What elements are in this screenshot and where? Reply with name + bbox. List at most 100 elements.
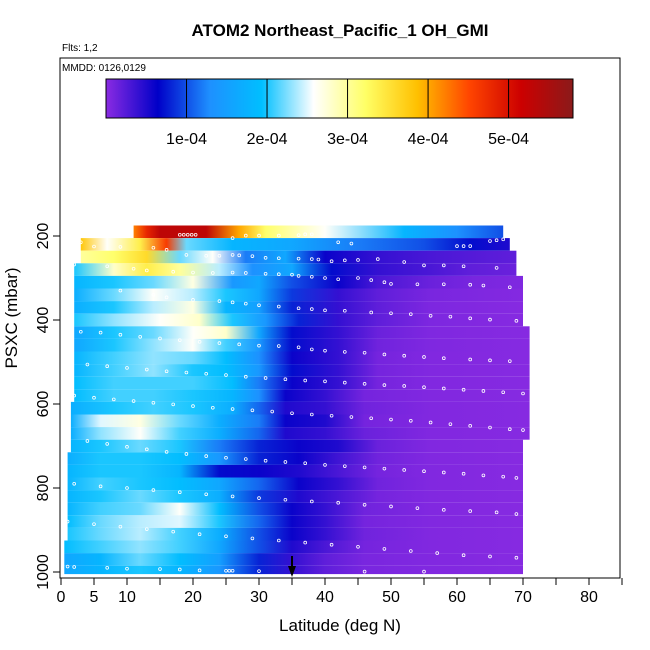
data-point	[125, 486, 129, 490]
data-point	[362, 382, 367, 386]
data-point	[507, 427, 512, 432]
data-point	[105, 442, 109, 446]
data-point	[197, 568, 202, 573]
data-point	[448, 314, 453, 319]
x-tick-label: 80	[580, 589, 598, 606]
data-point	[197, 340, 202, 344]
heatmap-row	[67, 452, 523, 465]
data-point	[481, 473, 486, 478]
data-point	[369, 416, 374, 421]
data-point	[118, 332, 123, 337]
data-point	[514, 476, 519, 480]
heatmap-row	[74, 275, 523, 289]
data-point	[468, 244, 473, 248]
data-point	[181, 232, 186, 237]
data-point	[105, 364, 109, 369]
data-point	[316, 257, 321, 262]
data-point	[230, 407, 235, 411]
x-axis: 0 5 10 20 30 40 50 60 70 80	[57, 578, 623, 606]
data-point	[514, 319, 519, 323]
heatmap-row	[67, 477, 523, 491]
x-tick-label: 70	[514, 589, 532, 606]
data-point	[257, 569, 261, 573]
data-point	[309, 307, 314, 311]
data-point	[342, 464, 347, 468]
data-point	[296, 256, 301, 261]
data-point	[362, 569, 367, 574]
heatmap-row	[70, 401, 530, 415]
data-point	[230, 236, 235, 240]
data-point	[448, 422, 453, 426]
data-point	[389, 417, 393, 422]
data-point	[422, 355, 426, 359]
data-point	[382, 466, 387, 471]
heatmap-row	[70, 427, 530, 440]
data-point	[342, 258, 347, 263]
data-point	[131, 266, 136, 271]
data-point	[323, 348, 327, 353]
data-point	[276, 272, 281, 277]
heatmap-row	[64, 553, 524, 566]
data-point	[191, 404, 195, 408]
heatmap-row	[133, 225, 504, 239]
data-point	[323, 463, 327, 467]
data-point	[336, 240, 341, 245]
data-point	[72, 481, 76, 486]
x-tick-label: 30	[250, 589, 268, 606]
data-point	[382, 383, 387, 387]
heatmap-row	[70, 414, 530, 428]
data-point	[270, 409, 275, 414]
data-point	[276, 344, 281, 348]
data-point	[191, 298, 195, 302]
data-point	[151, 488, 156, 492]
data-point	[501, 474, 506, 479]
heatmap-row	[74, 364, 530, 377]
data-point	[244, 271, 248, 275]
data-point	[263, 376, 268, 380]
data-point	[72, 262, 76, 267]
data-point	[356, 544, 360, 549]
y-axis: 200 400 600 800 1000	[35, 223, 60, 590]
heatmap-row	[74, 313, 523, 327]
data-point	[296, 274, 301, 278]
heatmap-row	[64, 540, 524, 554]
data-point	[65, 327, 70, 332]
data-point	[507, 285, 512, 290]
data-point	[461, 387, 466, 392]
data-point	[356, 258, 360, 262]
data-point	[283, 460, 288, 464]
heatmap-row	[67, 515, 523, 528]
data-point	[382, 280, 387, 285]
data-point	[244, 301, 248, 306]
data-point	[98, 330, 103, 335]
data-point	[441, 386, 446, 391]
data-point	[514, 555, 519, 560]
data-point	[92, 395, 96, 400]
flight-marker	[288, 556, 296, 577]
data-point	[303, 378, 308, 383]
data-point	[296, 345, 301, 350]
data-point	[204, 253, 209, 258]
data-point	[369, 310, 374, 315]
data-point	[408, 549, 413, 553]
data-point	[342, 350, 347, 354]
data-point	[237, 253, 242, 258]
data-point	[441, 263, 446, 268]
data-point	[329, 259, 334, 264]
data-point	[72, 565, 76, 569]
data-point	[224, 534, 228, 539]
data-point	[441, 508, 446, 512]
data-point	[276, 233, 281, 238]
data-point	[217, 299, 222, 303]
data-point	[402, 384, 407, 388]
data-point	[521, 428, 525, 432]
data-point	[227, 568, 232, 573]
heatmap-row	[67, 464, 523, 478]
data-point	[171, 529, 176, 534]
data-point	[461, 244, 466, 248]
data-point	[303, 540, 308, 545]
y-axis-title: PSXC (mbar)	[2, 267, 21, 368]
data-point	[145, 367, 149, 372]
data-point	[125, 366, 129, 370]
data-point	[382, 352, 387, 357]
